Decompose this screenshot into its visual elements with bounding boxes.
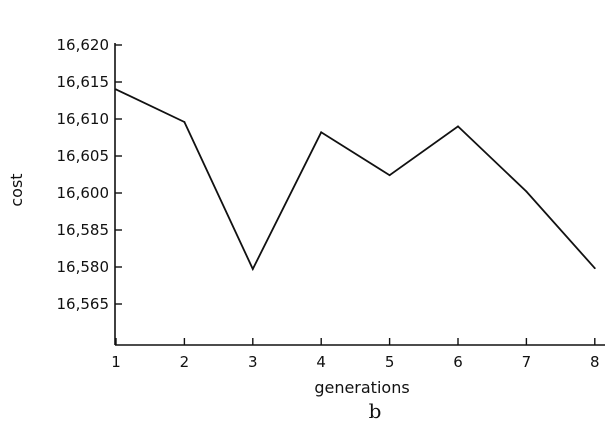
series-layer (115, 88, 596, 272)
series-point (388, 174, 391, 177)
x-tick-label: 4 (316, 353, 326, 371)
y-tick-label: 16,585 (57, 221, 110, 239)
x-tick-label: 6 (453, 353, 463, 371)
series-point (251, 268, 254, 270)
series-point (525, 190, 528, 193)
x-tick-label: 7 (522, 353, 532, 371)
x-axis-ticks: 1 2 3 4 5 6 7 8 (111, 338, 600, 371)
y-tick-label: 16,565 (57, 295, 110, 313)
y-tick-label: 16,605 (57, 147, 110, 165)
x-tick-label: 2 (180, 353, 190, 371)
x-tick-label: 8 (590, 353, 600, 371)
y-tick-label: 16,620 (57, 36, 110, 54)
y-tick-label: 16,600 (57, 184, 110, 202)
x-tick-label: 3 (248, 353, 258, 371)
y-tick-label: 16,610 (57, 110, 110, 128)
y-tick-label: 16,615 (57, 73, 110, 91)
series-point (183, 121, 186, 123)
axes (114, 43, 605, 346)
y-axis-title: cost (7, 173, 26, 206)
x-tick-label: 5 (385, 353, 395, 371)
x-axis-title: generations (314, 378, 409, 397)
series-line (115, 88, 596, 272)
figure-caption: b (369, 399, 382, 423)
y-tick-label: 16,580 (57, 258, 110, 276)
series-point (115, 88, 117, 91)
x-tick-label: 1 (111, 353, 121, 371)
series-point (320, 131, 323, 134)
series-point (457, 125, 459, 128)
y-axis-ticks: 16,620 16,615 16,610 16,605 16,600 16,585 16,5… (57, 36, 122, 313)
series-point (593, 267, 596, 270)
